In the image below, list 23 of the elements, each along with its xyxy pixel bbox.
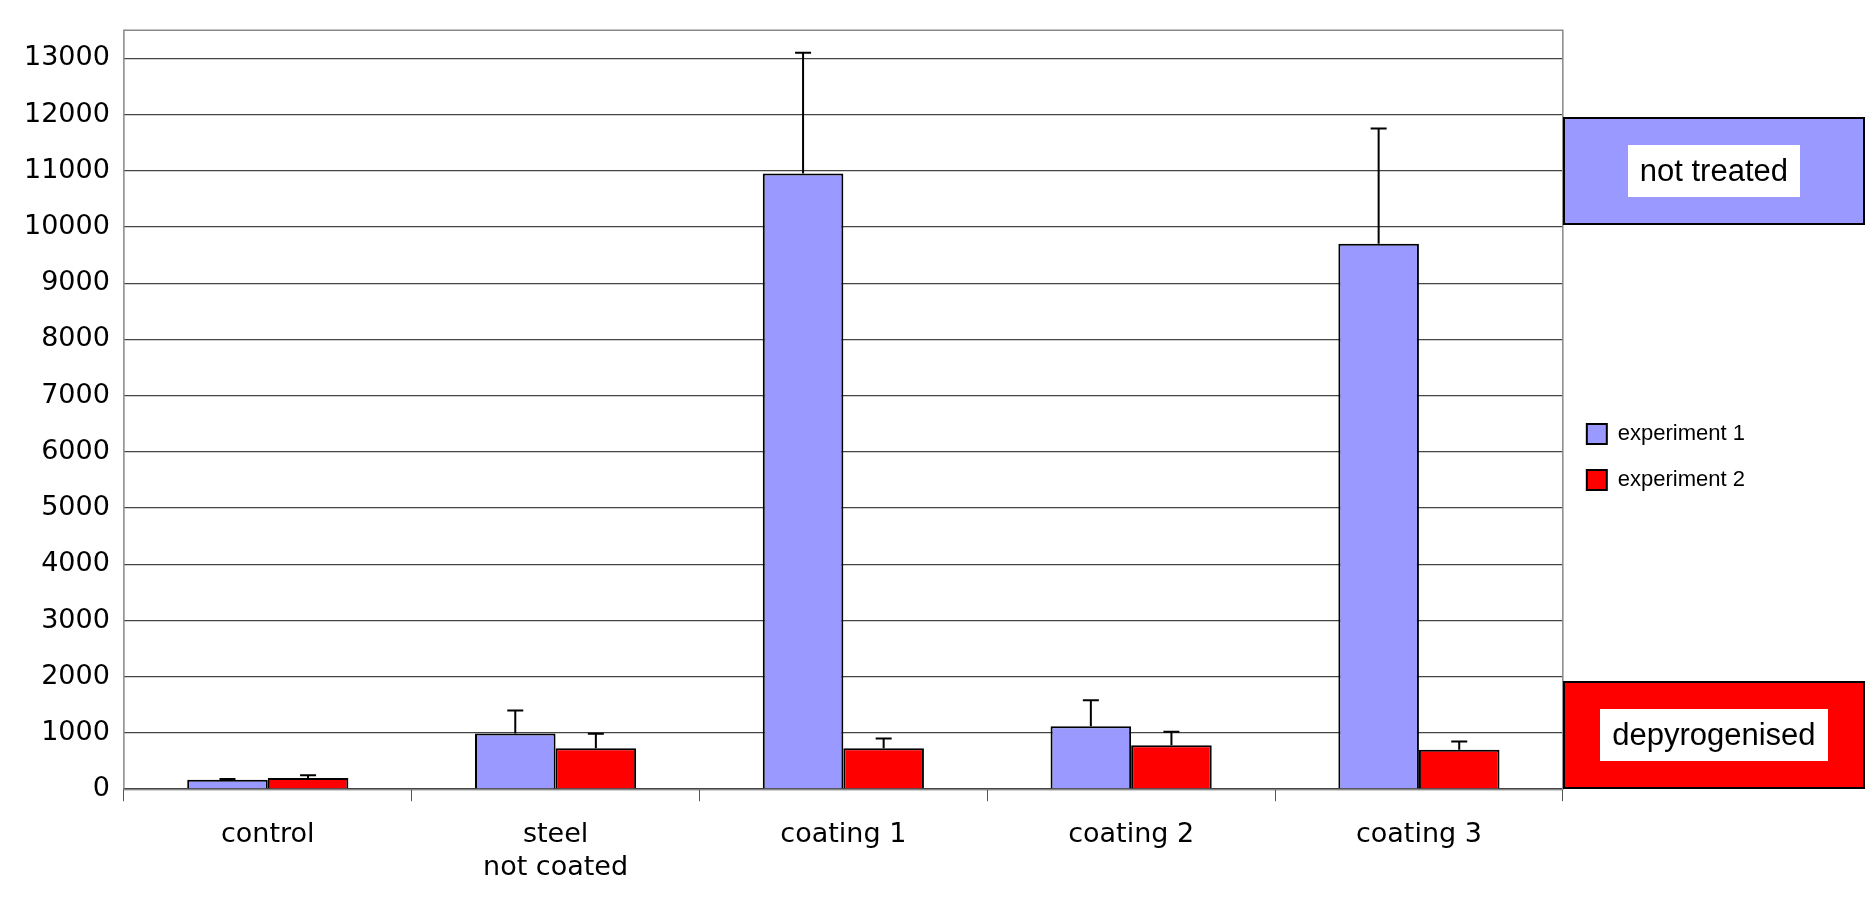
y-tick-label: 13000 <box>23 40 110 72</box>
y-tick-label: 4000 <box>41 546 110 578</box>
y-tick-label: 9000 <box>41 265 110 297</box>
legend-label: experiment 1 <box>1617 420 1746 446</box>
text: not treated <box>1627 144 1800 197</box>
y-tick-label: 12000 <box>23 96 110 128</box>
y-tick-label: 7000 <box>41 377 110 409</box>
x-tick-label: control <box>220 817 315 849</box>
x-tick-label: coating 3 <box>1355 817 1482 849</box>
y-tick-label: 3000 <box>41 602 110 634</box>
y-tick-label: 6000 <box>41 433 110 465</box>
y-tick-label: 10000 <box>23 208 110 240</box>
y-tick-label: 8000 <box>41 321 110 353</box>
x-tick-label: coating 2 <box>1068 817 1195 849</box>
legend-label: experiment 2 <box>1617 466 1746 492</box>
y-tick-label: 0 <box>92 771 110 803</box>
x-tick-label: coating 1 <box>780 817 907 849</box>
text: depyrogenised <box>1600 709 1828 762</box>
y-tick-label: 2000 <box>41 658 110 690</box>
y-tick-label: 5000 <box>41 490 110 522</box>
y-tick-label: 1000 <box>41 714 110 746</box>
y-tick-label: 11000 <box>23 152 110 184</box>
x-tick-label: steel not coated <box>483 817 629 881</box>
